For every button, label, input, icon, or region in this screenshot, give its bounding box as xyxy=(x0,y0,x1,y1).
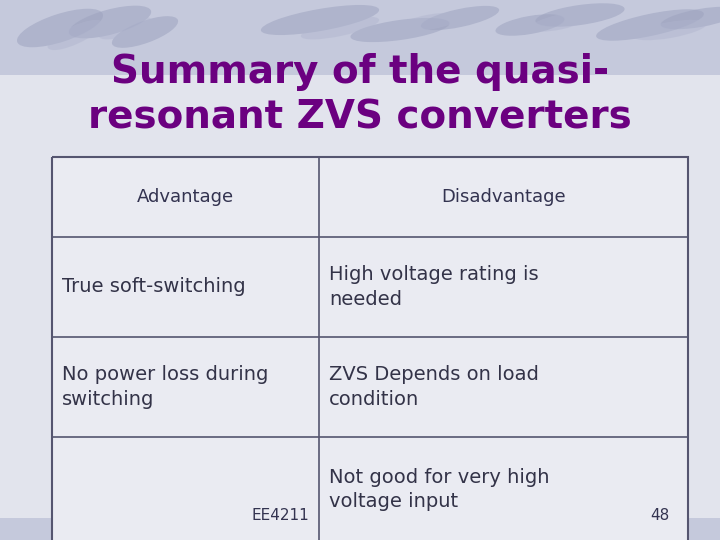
Text: Advantage: Advantage xyxy=(137,188,234,206)
Bar xyxy=(52,157,688,540)
Bar xyxy=(0,518,720,540)
Ellipse shape xyxy=(531,12,590,32)
Ellipse shape xyxy=(48,20,102,50)
Bar xyxy=(52,157,688,540)
Text: ZVS Depends on load
condition: ZVS Depends on load condition xyxy=(329,366,539,409)
Ellipse shape xyxy=(301,17,379,39)
Ellipse shape xyxy=(596,9,704,40)
Text: Not good for very high
voltage input: Not good for very high voltage input xyxy=(329,468,549,511)
Ellipse shape xyxy=(112,16,178,48)
Ellipse shape xyxy=(261,5,379,35)
Ellipse shape xyxy=(633,20,707,40)
Text: High voltage rating is
needed: High voltage rating is needed xyxy=(329,265,539,309)
Ellipse shape xyxy=(495,14,564,36)
Ellipse shape xyxy=(351,18,449,42)
Ellipse shape xyxy=(660,6,720,29)
Ellipse shape xyxy=(398,13,462,31)
Ellipse shape xyxy=(420,6,499,30)
Bar xyxy=(0,0,720,75)
Text: Summary of the quasi-
resonant ZVS converters: Summary of the quasi- resonant ZVS conve… xyxy=(88,53,632,137)
Text: No power loss during
switching: No power loss during switching xyxy=(62,366,269,409)
Text: True soft-switching: True soft-switching xyxy=(62,278,246,296)
Text: 48: 48 xyxy=(650,509,670,523)
Ellipse shape xyxy=(17,9,103,48)
Ellipse shape xyxy=(536,3,624,26)
Ellipse shape xyxy=(69,5,151,38)
Text: EE4211: EE4211 xyxy=(251,509,309,523)
Ellipse shape xyxy=(99,17,151,39)
Text: Disadvantage: Disadvantage xyxy=(441,188,566,206)
